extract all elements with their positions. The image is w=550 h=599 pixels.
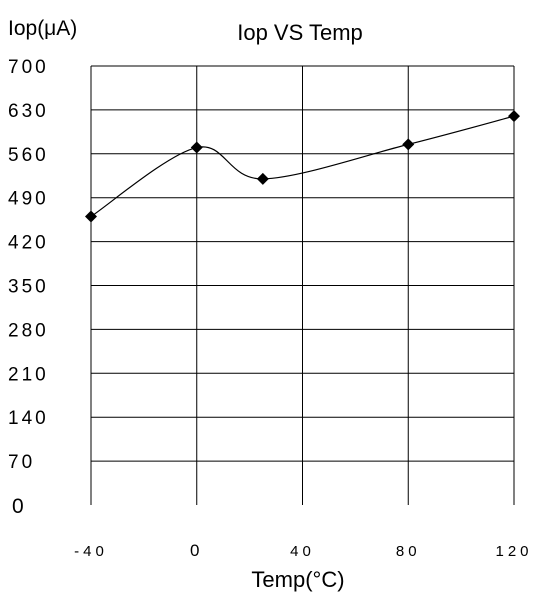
x-tick-label: 40 (290, 543, 315, 560)
y-axis-label: Iop(μA) (8, 17, 77, 40)
grid (90, 65, 515, 505)
data-point-marker (190, 141, 203, 154)
x-tick-label: 120 (495, 543, 532, 560)
series-markers (85, 110, 520, 223)
x-tick-label: -40 (74, 543, 108, 560)
y-tick-label: 700 (8, 57, 49, 78)
data-point-marker (256, 172, 269, 185)
y-tick-label: 70 (8, 452, 35, 473)
x-axis-label: Temp(°C) (251, 567, 344, 592)
x-tick-label: 0 (190, 541, 203, 560)
y-tick-label: 350 (8, 277, 49, 298)
x-axis-ticks: -40 0 40 80 120 (74, 541, 532, 560)
data-point-marker (508, 110, 520, 123)
y-tick-label: 420 (8, 233, 49, 254)
y-tick-label: 280 (8, 320, 49, 341)
y-tick-label: 490 (8, 189, 49, 210)
data-point-marker (402, 138, 415, 151)
y-tick-label: 630 (8, 101, 49, 122)
y-tick-label: 560 (8, 145, 49, 166)
chart-title: Iop VS Temp (237, 20, 363, 45)
y-tick-label: 0 (12, 495, 27, 518)
y-axis-ticks: 0 70 140 210 280 350 420 490 560 630 700 (8, 57, 49, 518)
x-tick-label: 80 (396, 543, 421, 560)
data-point-marker (85, 210, 97, 223)
y-tick-label: 140 (8, 408, 49, 429)
y-tick-label: 210 (8, 364, 49, 385)
